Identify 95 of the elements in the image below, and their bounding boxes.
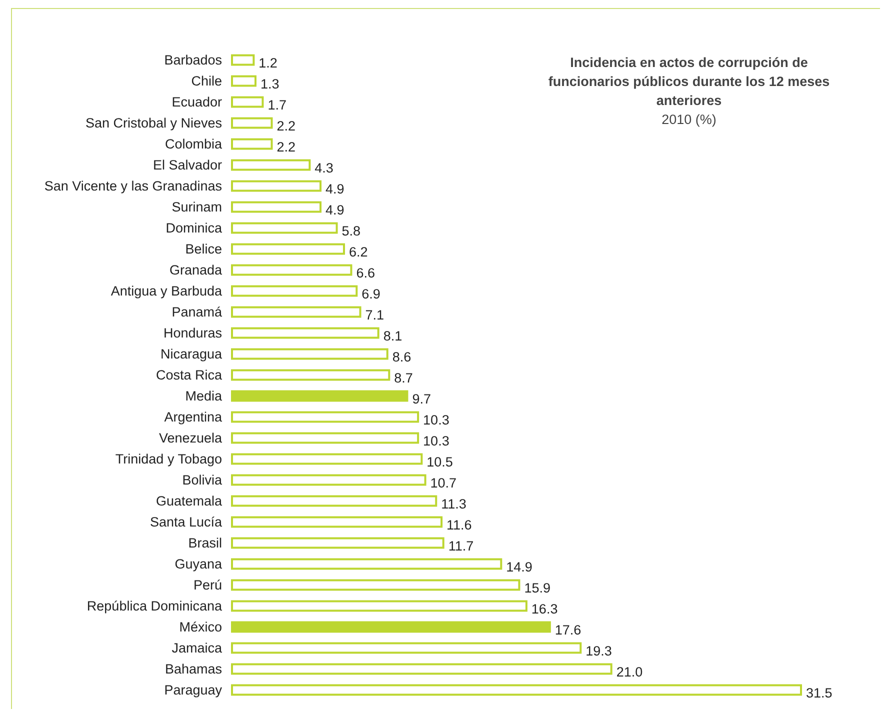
data-label: 21.0	[616, 664, 643, 680]
bar	[231, 54, 255, 66]
y-tick-label: Chile	[191, 74, 222, 89]
data-label: 16.3	[531, 601, 558, 616]
y-tick-label: Ecuador	[172, 94, 222, 110]
y-tick-label: Paraguay	[164, 682, 222, 698]
data-label: 1.3	[260, 76, 280, 92]
bar	[231, 264, 352, 276]
data-label: 10.3	[423, 433, 450, 448]
bar	[231, 201, 322, 213]
y-tick-label: Nicaragua	[160, 346, 222, 362]
data-label: 10.5	[426, 454, 453, 470]
bar	[231, 516, 443, 528]
bar	[231, 411, 420, 423]
y-tick-label: Costa Rica	[156, 368, 222, 382]
bar	[231, 390, 408, 402]
bar	[231, 600, 528, 612]
text: Incidencia en actos de corrupción de funcionarios públicos durante los 12 meses anteriores	[548, 55, 830, 108]
bar	[231, 117, 273, 129]
data-label: 4.3	[314, 160, 334, 176]
bar	[231, 537, 444, 549]
y-tick-label: Guyana	[174, 556, 222, 572]
bar	[231, 663, 612, 675]
y-tick-label: Santa Lucía	[150, 514, 222, 530]
y-tick-label: Colombia	[164, 136, 222, 152]
bar	[231, 579, 520, 591]
y-tick-label: Barbados	[164, 52, 222, 68]
data-label: 4.9	[326, 202, 344, 218]
data-label: 5.8	[342, 224, 361, 239]
data-label: 15.9	[524, 580, 550, 596]
bar	[231, 684, 802, 696]
bar	[231, 453, 423, 465]
bar	[231, 159, 311, 171]
bar	[231, 138, 273, 150]
data-label: 19.3	[586, 643, 612, 658]
data-label: 6.9	[362, 286, 380, 302]
y-tick-label: San Vicente y las Granadinas	[44, 178, 222, 194]
y-tick-label: Granada	[169, 262, 222, 278]
y-tick-label: República Dominicana	[86, 598, 222, 614]
y-tick-label: Perú	[193, 577, 222, 592]
y-tick-label: Media	[185, 388, 222, 404]
bar	[231, 180, 322, 192]
data-label: 1.7	[268, 98, 286, 113]
y-tick-label: Belice	[185, 242, 222, 257]
y-tick-label: San Cristobal y Nieves	[85, 116, 222, 131]
bar	[231, 96, 264, 108]
text: 2010 (%)	[662, 112, 716, 127]
data-label: 11.3	[441, 496, 466, 512]
y-tick-label: Jamaica	[172, 640, 222, 656]
data-label: 8.7	[394, 370, 413, 386]
bar	[231, 495, 438, 507]
y-tick-label: Surinam	[172, 200, 222, 215]
data-label: 8.1	[383, 328, 402, 344]
bar	[231, 621, 551, 633]
y-tick-label: Bahamas	[164, 661, 222, 676]
bar	[231, 432, 420, 444]
data-label: 6.6	[356, 266, 375, 281]
data-label: 2.2	[276, 118, 296, 134]
bar	[231, 75, 256, 87]
y-tick-label: México	[179, 619, 222, 634]
data-label: 11.7	[448, 538, 474, 554]
y-tick-label: Trinidad y Tobago	[115, 451, 222, 466]
bar	[231, 285, 358, 297]
y-tick-label: El Salvador	[152, 158, 222, 173]
bar	[231, 369, 390, 381]
y-tick-label: Panamá	[172, 304, 222, 320]
data-label: 11.6	[446, 517, 472, 532]
data-label: 10.3	[423, 412, 450, 428]
data-label: 14.9	[506, 559, 532, 574]
data-label: 9.7	[412, 392, 431, 406]
data-label: 1.2	[258, 56, 278, 71]
data-label: 6.2	[348, 244, 368, 260]
data-label: 8.6	[392, 350, 412, 364]
y-tick-label: Venezuela	[158, 430, 222, 446]
bar	[231, 474, 426, 486]
bar	[231, 642, 582, 654]
bar	[231, 243, 345, 255]
bar	[231, 558, 502, 570]
data-label: 17.6	[554, 622, 582, 638]
data-label: 31.5	[806, 685, 832, 700]
y-tick-label: Argentina	[164, 409, 222, 424]
data-label: 4.9	[326, 182, 344, 197]
bar	[231, 327, 380, 339]
data-label: 10.7	[430, 475, 457, 490]
bar	[231, 306, 362, 318]
y-tick-label: Brasil	[188, 535, 222, 550]
bar	[231, 222, 338, 234]
y-tick-label: Antigua y Barbuda	[110, 284, 222, 299]
data-label: 2.2	[276, 140, 296, 155]
bar	[231, 348, 388, 360]
y-tick-label: Bolivia	[182, 472, 222, 488]
y-tick-label: Honduras	[163, 326, 222, 341]
y-tick-label: Guatemala	[156, 493, 222, 508]
data-label: 7.1	[365, 308, 384, 323]
y-tick-label: Dominica	[166, 220, 222, 236]
